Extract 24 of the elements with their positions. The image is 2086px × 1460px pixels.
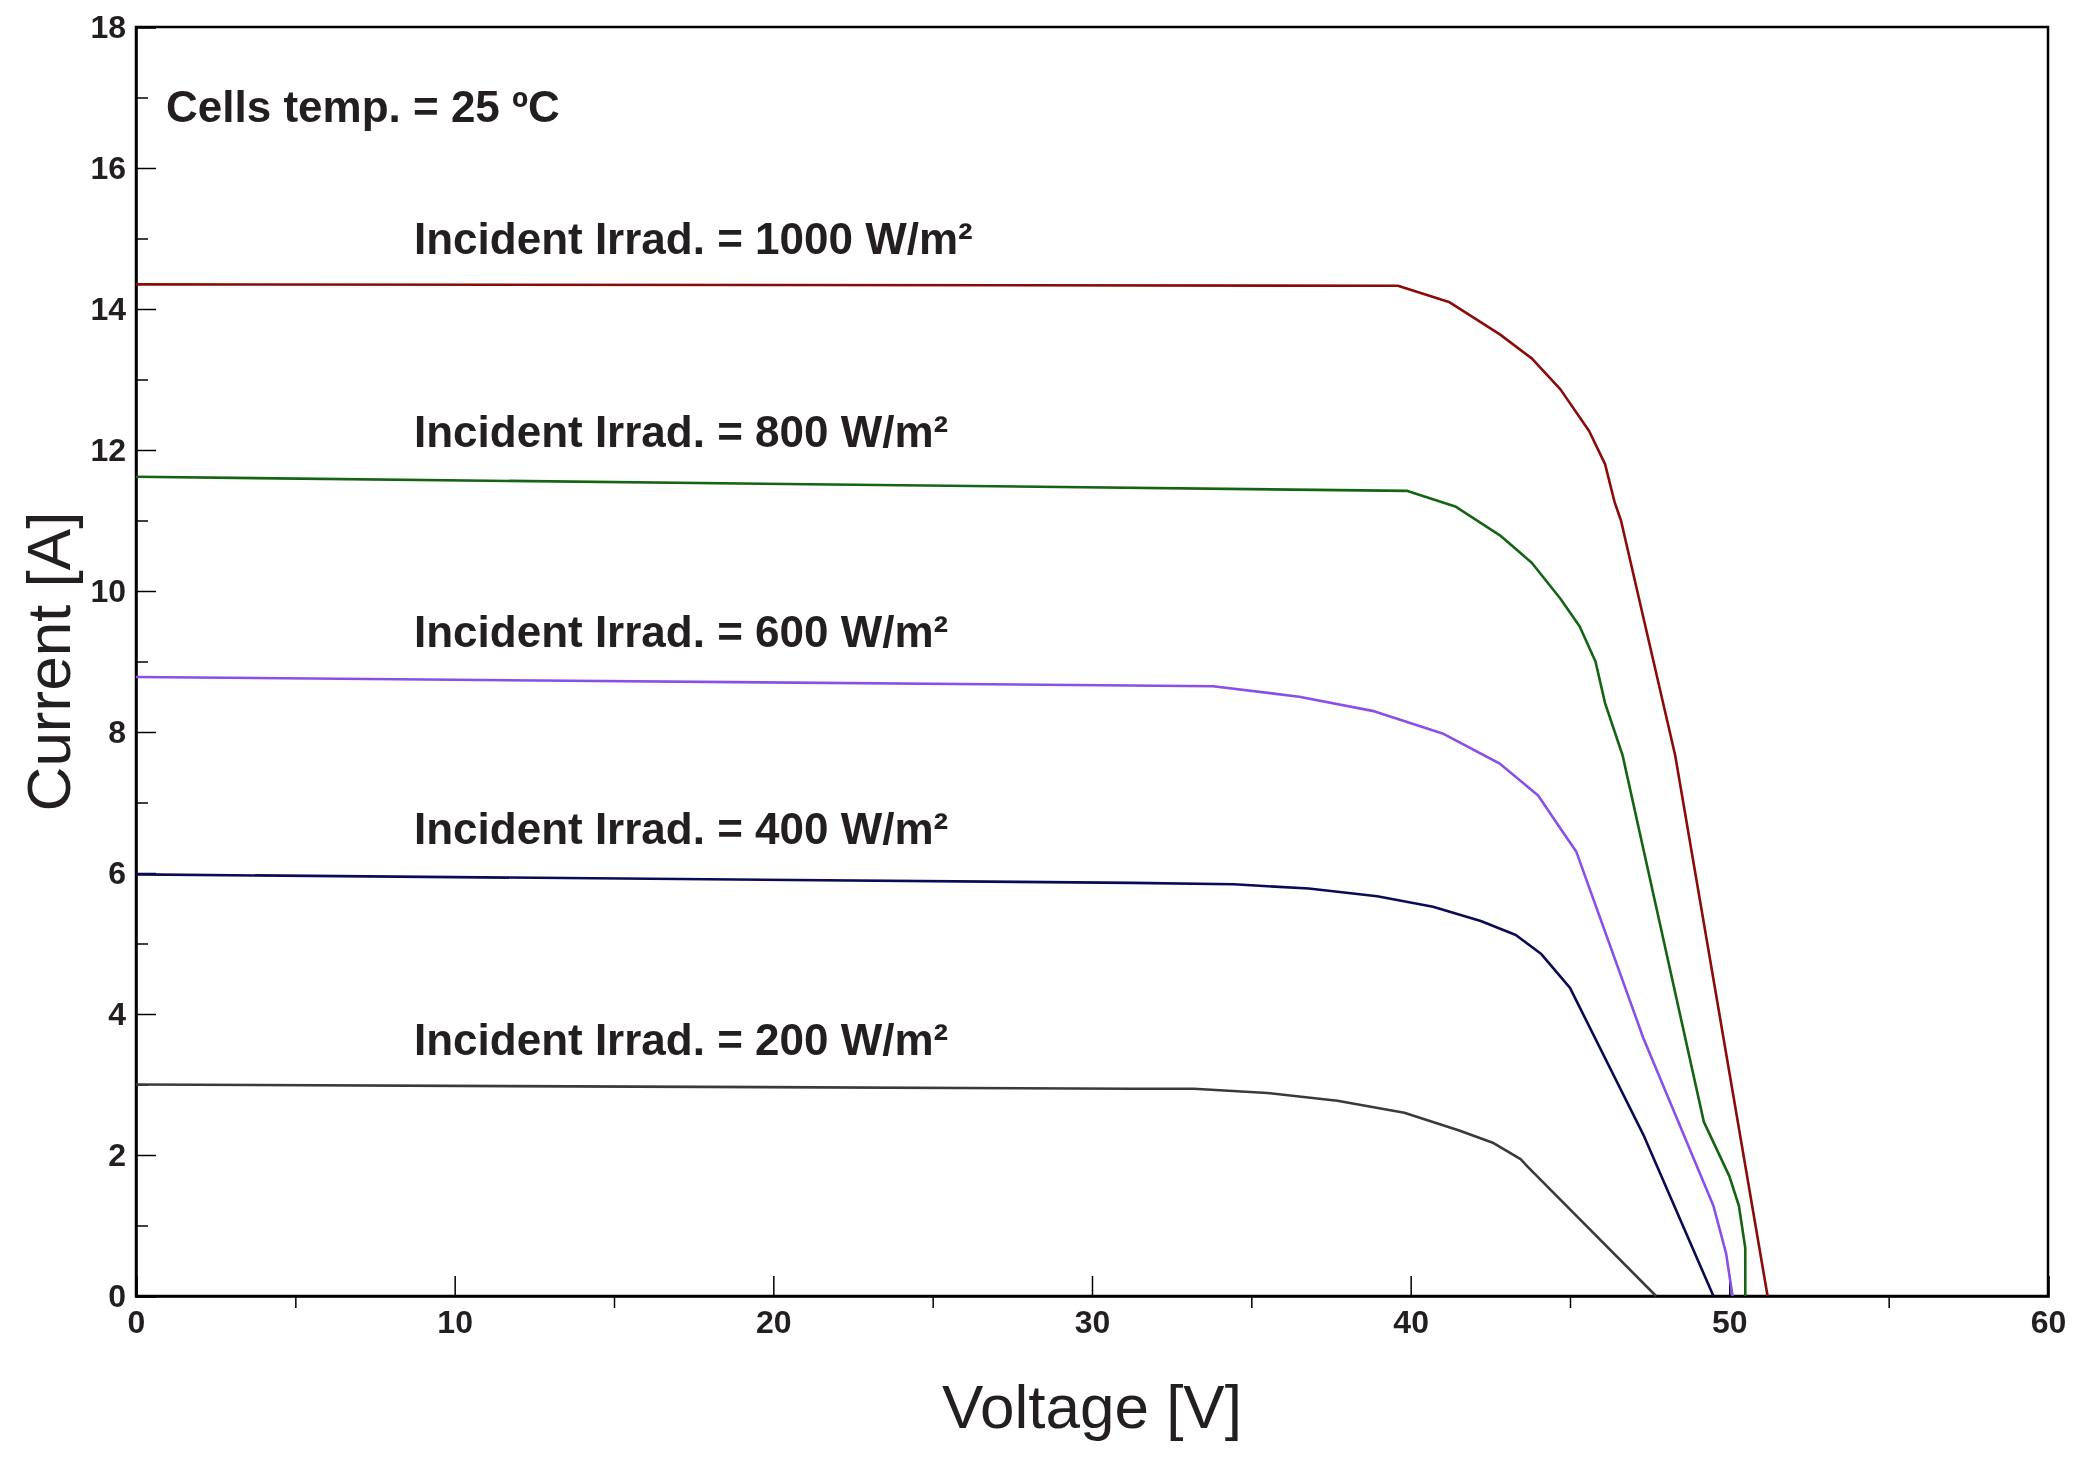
y-tick-label: 10 — [90, 572, 126, 609]
y-tick-label: 0 — [108, 1277, 126, 1314]
y-tick-label: 16 — [90, 149, 126, 186]
y-tick-label: 14 — [90, 290, 127, 327]
series-label: Incident Irrad. = 200 W/m² — [414, 1014, 949, 1064]
x-axis-title: Voltage [V] — [942, 1372, 1242, 1441]
series-label: Incident Irrad. = 800 W/m² — [414, 406, 949, 456]
x-tick-label: 10 — [437, 1303, 473, 1340]
x-tick-label: 60 — [2030, 1303, 2067, 1340]
series-label: Incident Irrad. = 600 W/m² — [414, 607, 949, 657]
y-tick-label: 2 — [108, 1136, 126, 1173]
y-tick-label: 4 — [108, 995, 127, 1032]
x-tick-label: 50 — [1712, 1303, 1748, 1340]
x-tick-label: 30 — [1074, 1303, 1111, 1340]
y-tick-label: 8 — [108, 713, 126, 750]
y-tick-label: 12 — [90, 431, 126, 468]
series-label: Incident Irrad. = 1000 W/m² — [414, 214, 973, 264]
y-tick-label: 18 — [90, 8, 126, 45]
x-tick-label: 40 — [1393, 1303, 1429, 1340]
annotation: Cells temp. = 25 ºC — [166, 82, 560, 131]
y-axis-title: Current [A] — [14, 511, 83, 812]
x-tick-label: 20 — [756, 1303, 792, 1340]
series-label: Incident Irrad. = 400 W/m² — [414, 804, 949, 854]
y-tick-label: 6 — [108, 854, 126, 891]
